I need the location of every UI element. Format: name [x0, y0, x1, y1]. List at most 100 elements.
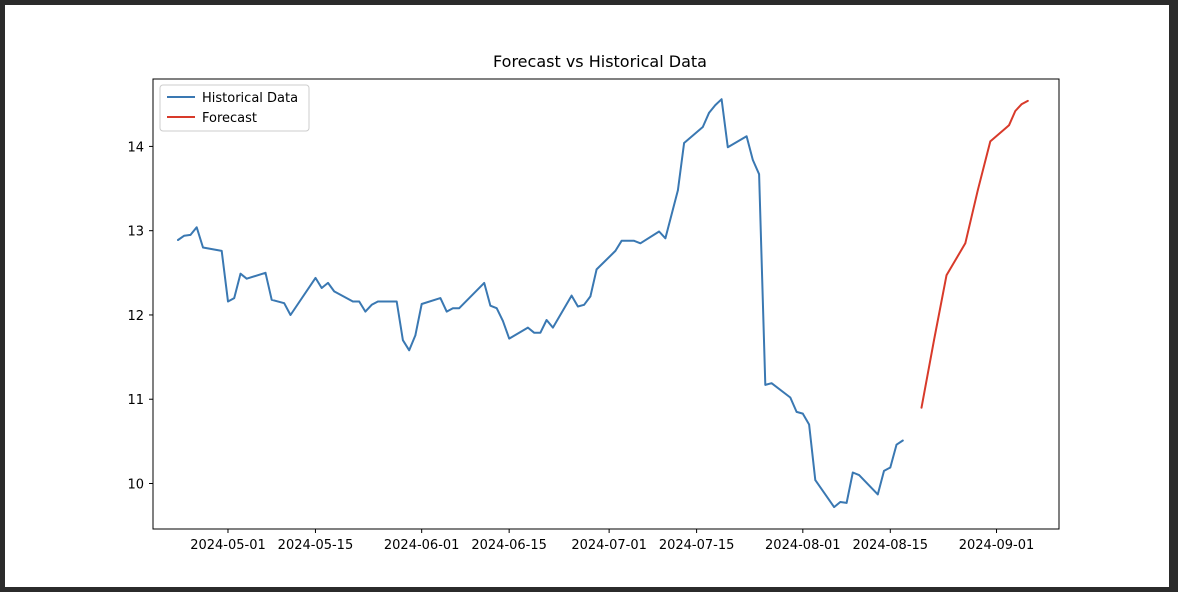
- x-tick-label: 2024-07-01: [571, 538, 647, 553]
- data-point-historical-data: [377, 300, 379, 303]
- data-point-forecast: [920, 406, 923, 409]
- data-point-historical-data: [245, 277, 248, 280]
- data-point-historical-data: [358, 300, 361, 303]
- x-axis: 2024-05-01 2024-05-15 2024-06-01 2024-06-15…: [190, 529, 1034, 553]
- data-point-historical-data: [314, 277, 317, 279]
- data-point-historical-data: [452, 307, 454, 310]
- data-point-historical-data: [858, 474, 860, 476]
- data-point-historical-data: [327, 282, 329, 284]
- data-point-historical-data: [270, 299, 273, 301]
- data-point-historical-data: [508, 337, 511, 340]
- data-point-historical-data: [539, 331, 542, 334]
- data-point-historical-data: [595, 268, 598, 271]
- data-point-historical-data: [364, 310, 367, 313]
- data-point-historical-data: [333, 290, 336, 293]
- data-point-historical-data: [658, 230, 660, 233]
- data-point-historical-data: [189, 234, 192, 236]
- data-point-historical-data: [902, 439, 904, 442]
- data-point-historical-data: [370, 304, 373, 306]
- data-point-forecast: [933, 339, 935, 342]
- y-tick-label: 13: [127, 225, 144, 240]
- data-point-historical-data: [883, 470, 885, 472]
- data-point-historical-data: [583, 304, 585, 306]
- series-line-historical-data: [177, 98, 904, 509]
- data-point-historical-data: [758, 173, 760, 175]
- legend: Historical Data Forecast: [159, 84, 310, 132]
- data-point-historical-data: [795, 411, 798, 413]
- data-point-historical-data: [745, 135, 748, 138]
- data-point-historical-data: [395, 300, 398, 303]
- data-point-historical-data: [808, 423, 810, 426]
- data-point-historical-data: [483, 282, 486, 284]
- y-tick-label: 12: [127, 309, 144, 324]
- legend-label-forecast: Forecast: [202, 111, 257, 126]
- data-point-historical-data: [352, 300, 354, 303]
- data-point-historical-data: [570, 294, 573, 297]
- data-point-historical-data: [195, 226, 198, 229]
- data-point-historical-data: [220, 250, 223, 252]
- data-point-historical-data: [414, 334, 417, 337]
- data-point-forecast: [1027, 100, 1029, 102]
- data-point-historical-data: [545, 319, 548, 321]
- data-point-historical-data: [720, 98, 723, 100]
- data-point-historical-data: [264, 272, 267, 274]
- x-tick-label: 2024-08-01: [765, 538, 841, 553]
- data-point-historical-data: [489, 304, 492, 307]
- plot-area-frame: [152, 78, 1060, 530]
- data-point-historical-data: [814, 479, 817, 481]
- data-point-historical-data: [727, 146, 729, 149]
- chart-title: Forecast vs Historical Data: [493, 52, 707, 71]
- data-point-forecast: [977, 189, 979, 191]
- data-point-historical-data: [527, 326, 529, 329]
- data-point-historical-data: [289, 314, 292, 316]
- data-point-forecast: [989, 140, 992, 143]
- data-point-historical-data: [683, 142, 685, 144]
- data-point-historical-data: [233, 297, 235, 299]
- data-point-historical-data: [714, 104, 717, 106]
- data-point-historical-data: [183, 234, 185, 237]
- data-point-forecast: [1020, 103, 1023, 106]
- data-point-historical-data: [239, 272, 242, 275]
- data-point-historical-data: [533, 331, 535, 334]
- data-point-historical-data: [420, 303, 423, 305]
- data-point-historical-data: [802, 412, 804, 415]
- data-point-historical-data: [458, 307, 461, 310]
- data-point-historical-data: [620, 240, 623, 242]
- x-tick-label: 2024-07-15: [659, 538, 735, 553]
- data-point-historical-data: [633, 240, 635, 242]
- y-tick-label: 14: [127, 140, 144, 155]
- data-point-historical-data: [833, 506, 835, 508]
- x-tick-label: 2024-06-15: [471, 538, 547, 553]
- data-point-historical-data: [789, 396, 792, 399]
- data-point-historical-data: [639, 242, 642, 245]
- line-chart: Forecast vs Historical Data 2024-05-01 20…: [127, 52, 1060, 553]
- data-point-historical-data: [752, 159, 754, 161]
- data-point-historical-data: [177, 239, 179, 241]
- data-point-historical-data: [439, 297, 442, 299]
- data-point-historical-data: [895, 443, 898, 446]
- data-point-historical-data: [445, 310, 448, 313]
- y-tick-label: 10: [127, 477, 144, 492]
- data-point-historical-data: [283, 302, 286, 305]
- x-tick-label: 2024-09-01: [959, 538, 1035, 553]
- data-point-historical-data: [552, 326, 554, 329]
- data-point-forecast: [945, 274, 948, 277]
- data-point-historical-data: [614, 250, 617, 252]
- x-tick-label: 2024-05-15: [278, 538, 354, 553]
- data-point-historical-data: [577, 305, 579, 308]
- data-point-historical-data: [702, 126, 704, 128]
- data-point-historical-data: [845, 502, 848, 504]
- data-point-historical-data: [408, 349, 411, 352]
- data-point-forecast: [1014, 110, 1017, 112]
- data-point-historical-data: [495, 307, 498, 310]
- series-layer: [177, 98, 1029, 509]
- data-point-historical-data: [877, 493, 879, 496]
- data-point-historical-data: [839, 501, 842, 503]
- legend-box: [159, 84, 310, 132]
- data-point-historical-data: [889, 466, 892, 469]
- data-point-historical-data: [589, 295, 592, 298]
- data-point-historical-data: [852, 471, 854, 474]
- data-point-forecast: [964, 242, 967, 245]
- data-point-historical-data: [202, 246, 204, 249]
- data-point-historical-data: [664, 237, 667, 240]
